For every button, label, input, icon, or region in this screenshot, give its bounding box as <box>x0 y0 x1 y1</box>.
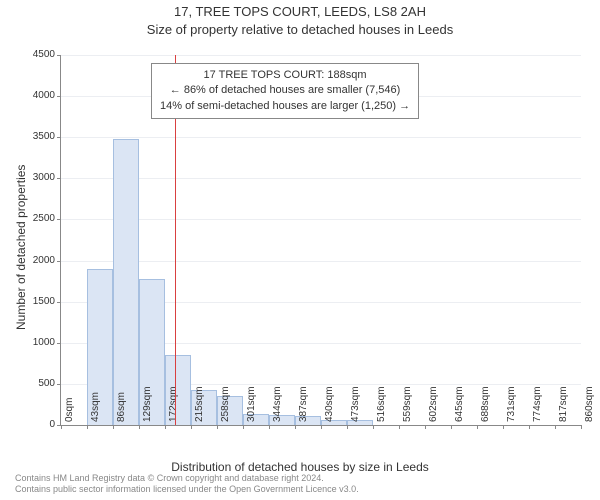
ytick-label: 4000 <box>5 91 55 101</box>
xtick-mark <box>61 425 62 429</box>
xtick-label: 860sqm <box>584 386 595 422</box>
xtick-label: 258sqm <box>220 386 231 422</box>
xtick-label: 774sqm <box>532 386 543 422</box>
xtick-label: 301sqm <box>246 386 257 422</box>
xtick-mark <box>321 425 322 429</box>
xtick-label: 602sqm <box>428 386 439 422</box>
xtick-mark <box>451 425 452 429</box>
gridline <box>61 137 581 138</box>
xtick-label: 215sqm <box>194 386 205 422</box>
xtick-mark <box>243 425 244 429</box>
ytick-mark <box>57 96 61 97</box>
xtick-label: 559sqm <box>402 386 413 422</box>
xtick-label: 731sqm <box>506 386 517 422</box>
gridline <box>61 219 581 220</box>
chart-area: 0500100015002000250030003500400045000sqm… <box>60 55 580 425</box>
annotation-box: 17 TREE TOPS COURT: 188sqm← 86% of detac… <box>151 63 419 119</box>
annotation-line-2: ← 86% of detached houses are smaller (7,… <box>160 83 410 98</box>
ytick-label: 3500 <box>5 132 55 142</box>
ytick-label: 0 <box>5 420 55 430</box>
annotation-line-1: 17 TREE TOPS COURT: 188sqm <box>160 68 410 83</box>
xtick-mark <box>529 425 530 429</box>
xtick-mark <box>191 425 192 429</box>
ytick-mark <box>57 219 61 220</box>
ytick-mark <box>57 55 61 56</box>
chart-title: 17, TREE TOPS COURT, LEEDS, LS8 2AH <box>0 4 600 19</box>
ytick-mark <box>57 384 61 385</box>
chart-subtitle: Size of property relative to detached ho… <box>0 22 600 37</box>
xtick-label: 344sqm <box>272 386 283 422</box>
xtick-mark <box>295 425 296 429</box>
xtick-label: 817sqm <box>558 386 569 422</box>
ytick-mark <box>57 343 61 344</box>
gridline <box>61 261 581 262</box>
xtick-label: 43sqm <box>90 392 101 422</box>
histogram-bar <box>113 139 139 425</box>
footer: Contains HM Land Registry data © Crown c… <box>15 473 359 496</box>
xtick-label: 645sqm <box>454 386 465 422</box>
xtick-mark <box>399 425 400 429</box>
xtick-label: 129sqm <box>142 386 153 422</box>
annotation-line-3: 14% of semi-detached houses are larger (… <box>160 99 410 114</box>
ytick-mark <box>57 137 61 138</box>
xtick-label: 172sqm <box>168 386 179 422</box>
xtick-mark <box>113 425 114 429</box>
xtick-label: 473sqm <box>350 386 361 422</box>
ytick-label: 4500 <box>5 50 55 60</box>
xtick-mark <box>503 425 504 429</box>
ytick-label: 2500 <box>5 214 55 224</box>
ytick-mark <box>57 178 61 179</box>
ytick-mark <box>57 261 61 262</box>
xtick-label: 387sqm <box>298 386 309 422</box>
xtick-mark <box>425 425 426 429</box>
xtick-label: 430sqm <box>324 386 335 422</box>
footer-line-2: Contains public sector information licen… <box>15 484 359 496</box>
xtick-mark <box>165 425 166 429</box>
xtick-mark <box>87 425 88 429</box>
xtick-label: 86sqm <box>116 392 127 422</box>
xtick-mark <box>555 425 556 429</box>
xtick-label: 688sqm <box>480 386 491 422</box>
xtick-mark <box>581 425 582 429</box>
xtick-mark <box>139 425 140 429</box>
y-axis-label: Number of detached properties <box>14 165 28 330</box>
ytick-label: 2000 <box>5 256 55 266</box>
ytick-label: 3000 <box>5 173 55 183</box>
footer-line-1: Contains HM Land Registry data © Crown c… <box>15 473 359 485</box>
ytick-mark <box>57 302 61 303</box>
xtick-mark <box>477 425 478 429</box>
gridline <box>61 55 581 56</box>
ytick-label: 1500 <box>5 297 55 307</box>
xtick-mark <box>373 425 374 429</box>
gridline <box>61 178 581 179</box>
ytick-label: 500 <box>5 379 55 389</box>
ytick-label: 1000 <box>5 338 55 348</box>
xtick-label: 516sqm <box>376 386 387 422</box>
xtick-mark <box>347 425 348 429</box>
xtick-label: 0sqm <box>64 398 75 422</box>
xtick-mark <box>269 425 270 429</box>
plot: 0500100015002000250030003500400045000sqm… <box>60 55 581 426</box>
xtick-mark <box>217 425 218 429</box>
